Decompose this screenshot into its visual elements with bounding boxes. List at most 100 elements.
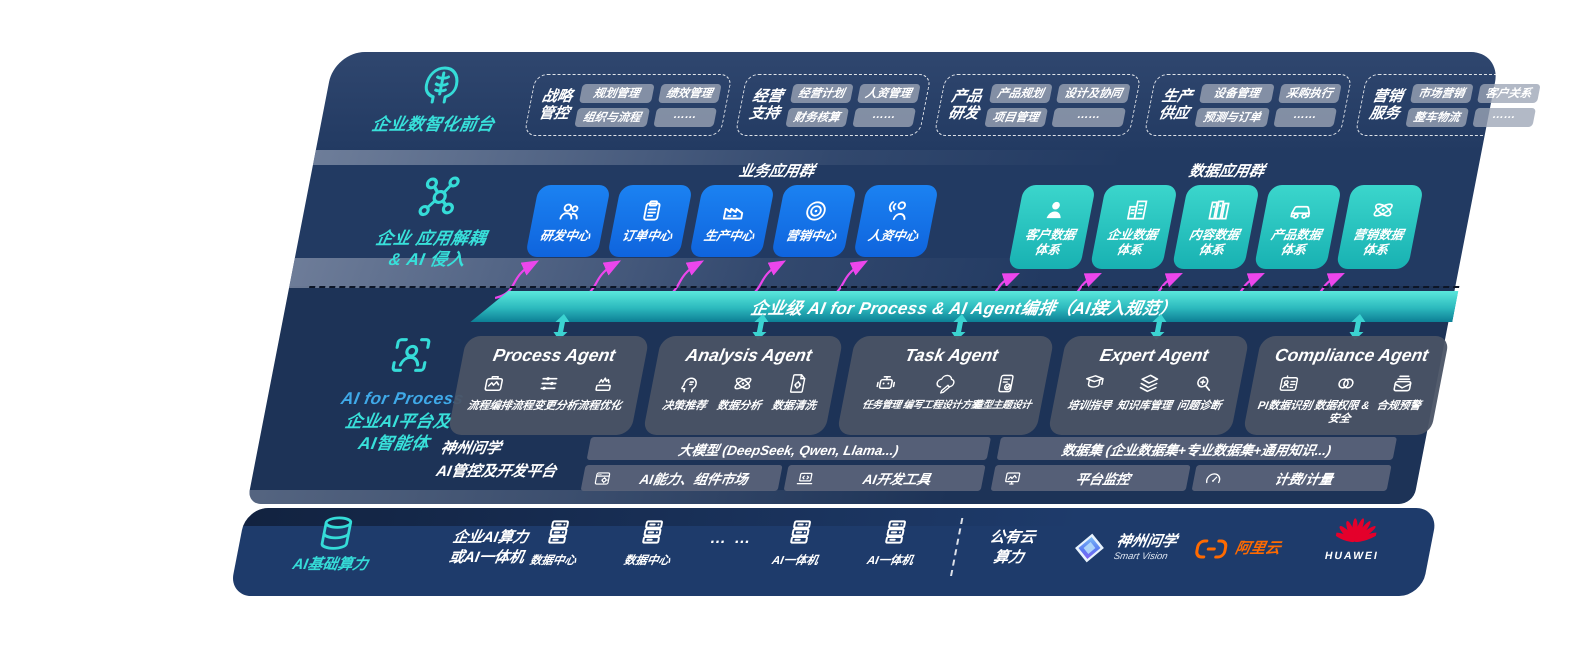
- pi-data-recognition-icon: [1279, 375, 1300, 391]
- agent-cards: Process Agent 流程编排 流程变更分析 流程优化 Analysis …: [447, 336, 1450, 436]
- group-marketing: 营销 服务 市场营销 客户关系 整车物流 ……: [1354, 74, 1552, 136]
- datacenter-node: 数据中心: [614, 517, 688, 568]
- chip: 市场营销: [1409, 83, 1474, 103]
- public-cloud-label: 公有云 算力: [988, 529, 1037, 567]
- data-permission-icon: [1337, 378, 1355, 389]
- app-layer-label-line2: & AI 侵入: [387, 250, 467, 270]
- chip: 人资管理: [856, 83, 921, 103]
- ellipsis-node: … …: [708, 530, 755, 547]
- tile-enterprise-data: 企业数据 体系: [1089, 185, 1179, 269]
- server-icon: [548, 520, 570, 544]
- infra-label: AI基础算力: [291, 556, 370, 573]
- data-tiles: 客户数据 体系 企业数据 体系 内容数据 体系 产品数据 体系 营销数据 体系: [1007, 185, 1425, 269]
- chip: ……: [1050, 107, 1127, 127]
- updown-arrow: [553, 314, 570, 340]
- group-production: 生产 供应 设备管理 采购执行 预测与订单 ……: [1143, 74, 1353, 136]
- chip: 设计及协同: [1055, 83, 1131, 103]
- rail-front-office: 企业数智化前台: [344, 60, 534, 135]
- ai-capability-cell: AI能力、组件市场: [580, 465, 783, 491]
- chip: ……: [1272, 107, 1337, 127]
- target-icon: [804, 201, 828, 221]
- smartvision-logo: [1075, 533, 1104, 563]
- group-product: 产品 研发 产品规划 设计及协同 项目管理 ……: [933, 74, 1142, 136]
- analysis-agent-card: Analysis Agent 决策推荐 数据分析 数据清洗: [642, 336, 845, 436]
- flow-orchestration-icon: [484, 376, 504, 391]
- ai-appliance-node: AI一体机: [762, 517, 836, 568]
- chip: 经营计划: [789, 83, 854, 103]
- agent-layer-label-line1: 企业AI平台及: [343, 412, 453, 432]
- tile-marketing-center: 营销中心: [771, 185, 858, 257]
- front-office-groups: 战略 管控 规划管理 绩效管理 组织与流程 …… 经营 支持 经营计划 人资管理 财…: [523, 74, 1552, 136]
- agent-layer-label-line2: AI智能体: [356, 433, 431, 453]
- dataset-cells: 平台监控 计费/计量: [990, 465, 1392, 491]
- task-management-icon: [876, 376, 897, 390]
- books-icon: [1208, 199, 1231, 220]
- team-icon: [559, 203, 581, 220]
- production-icon: [722, 207, 745, 220]
- layer-divider-dashed-line: [309, 286, 1460, 288]
- molecule-icon: [417, 176, 460, 217]
- billing-gauge-icon: [1205, 472, 1222, 483]
- server-icon: [885, 520, 907, 544]
- tile-rnd-center: 研发中心: [525, 185, 612, 257]
- chip: 设备管理: [1199, 83, 1275, 103]
- updown-arrow: [1349, 314, 1366, 340]
- platform-monitor-icon: [1004, 471, 1021, 485]
- server-icon: [790, 520, 812, 544]
- infra-label-group: AI基础算力: [263, 513, 405, 575]
- business-tiles: 研发中心 订单中心 生产中心 营销中心 人资中心: [525, 185, 940, 257]
- chip: 财务核算: [784, 107, 849, 127]
- chip: 规划管理: [579, 83, 655, 103]
- car-icon: [1290, 205, 1312, 219]
- alibaba-cloud-logo: [1195, 539, 1228, 559]
- component-market-icon: [594, 471, 611, 485]
- database-icon: [319, 516, 354, 550]
- app-layer-label-line1: 企业 应用解耦: [374, 229, 489, 248]
- tile-customer-data: 客户数据 体系: [1007, 185, 1097, 269]
- chip: ……: [652, 107, 717, 127]
- band-edge-4: [242, 508, 1439, 526]
- ai-appliance-node: AI一体机: [857, 517, 931, 568]
- chip: 整车物流: [1404, 107, 1469, 127]
- chip: 组织与流程: [574, 107, 650, 127]
- flow-optimization-icon: [594, 377, 613, 391]
- dev-tools-cell: AI开发工具: [783, 465, 986, 491]
- chip: 绩效管理: [657, 83, 722, 103]
- hr-person-icon: [886, 201, 909, 221]
- chip: ……: [1471, 107, 1536, 127]
- chip: ……: [851, 107, 916, 127]
- rail-app-layer: 企业 应用解耦 & AI 侵入: [332, 172, 536, 271]
- data-cleaning-icon: [790, 374, 807, 393]
- problem-diagnosis-icon: [1195, 376, 1213, 391]
- tile-production-center: 生产中心: [689, 185, 776, 257]
- tile-order-center: 订单中心: [607, 185, 694, 257]
- decision-recommend-icon: [680, 377, 698, 393]
- engineering-design-icon: [934, 374, 957, 394]
- training-guidance-icon: [1084, 375, 1105, 388]
- front-office-label: 企业数智化前台: [370, 115, 497, 134]
- expert-agent-card: Expert Agent 培训指导 知识库管理 问题诊断: [1047, 336, 1250, 436]
- group-operation: 经营 支持 经营计划 人资管理 财务核算 ……: [734, 74, 932, 136]
- atom-icon: [1371, 200, 1396, 219]
- chip: 采购执行: [1277, 83, 1342, 103]
- styling-theme-icon: [998, 374, 1015, 393]
- task-agent-card: Task Agent 任务管理 编写工程设计方案 造型主题设计: [836, 336, 1055, 436]
- chip: 客户关系: [1476, 83, 1541, 103]
- updown-arrow: [1150, 314, 1167, 340]
- chip: 产品规划: [988, 83, 1053, 103]
- updown-arrow: [951, 314, 968, 340]
- tile-content-data: 内容数据 体系: [1171, 185, 1261, 269]
- business-group-header: 业务应用群: [737, 163, 816, 180]
- tile-product-data: 产品数据 体系: [1253, 185, 1343, 269]
- dataset-bar: 数据集 (企业数据集+专业数据集+通用知识...): [996, 437, 1398, 460]
- billing-cell: 计费/计量: [1191, 465, 1392, 491]
- datacenter-node: 数据中心: [520, 517, 594, 568]
- dev-tools-icon: [796, 472, 815, 484]
- building-icon: [1127, 199, 1148, 220]
- huawei-partner: HUAWEI: [1319, 516, 1392, 563]
- model-cells: AI能力、组件市场 AI开发工具: [580, 465, 986, 491]
- updown-arrow: [752, 314, 769, 340]
- chip: 预测与订单: [1194, 107, 1270, 127]
- compliance-agent-card: Compliance Agent PI数据识别 数据权限 & 安全 合规预警: [1241, 336, 1450, 436]
- clipboard-icon: [642, 200, 662, 221]
